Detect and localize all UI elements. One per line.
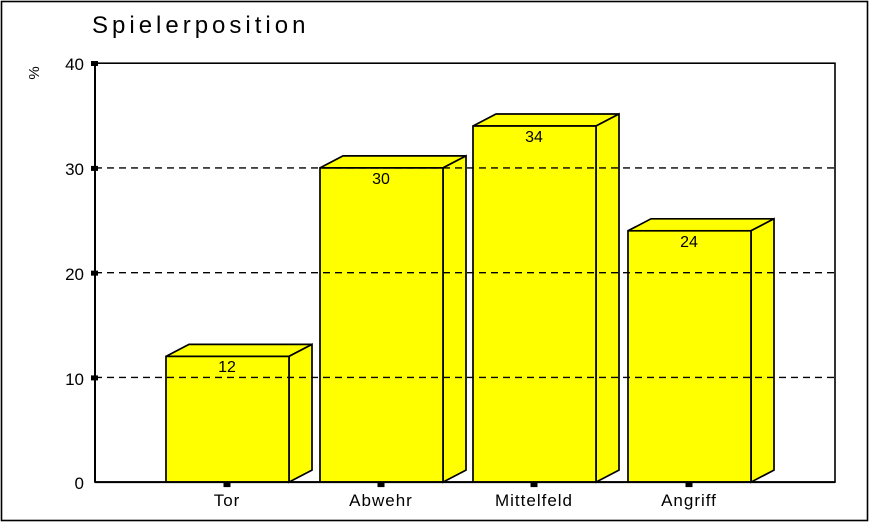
svg-text:34: 34: [525, 129, 543, 146]
svg-text:Abwehr: Abwehr: [349, 491, 413, 510]
svg-text:12: 12: [218, 359, 236, 376]
svg-text:24: 24: [680, 234, 698, 251]
svg-text:Tor: Tor: [214, 491, 241, 510]
svg-text:30: 30: [372, 171, 390, 188]
svg-text:30: 30: [65, 160, 84, 179]
svg-text:Mittelfeld: Mittelfeld: [495, 491, 573, 510]
svg-text:20: 20: [65, 265, 84, 284]
svg-text:%: %: [26, 66, 43, 79]
svg-text:10: 10: [65, 370, 84, 389]
svg-text:40: 40: [65, 55, 84, 74]
svg-text:Angriff: Angriff: [661, 491, 717, 510]
svg-text:0: 0: [75, 474, 84, 493]
